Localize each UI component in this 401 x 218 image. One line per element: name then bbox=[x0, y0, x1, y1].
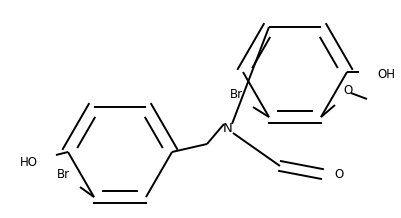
Text: HO: HO bbox=[20, 155, 38, 169]
Text: OH: OH bbox=[376, 68, 394, 80]
Text: Br: Br bbox=[57, 168, 70, 181]
Text: N: N bbox=[223, 121, 232, 135]
Text: O: O bbox=[342, 84, 351, 97]
Text: O: O bbox=[333, 167, 342, 181]
Text: Br: Br bbox=[229, 88, 242, 101]
